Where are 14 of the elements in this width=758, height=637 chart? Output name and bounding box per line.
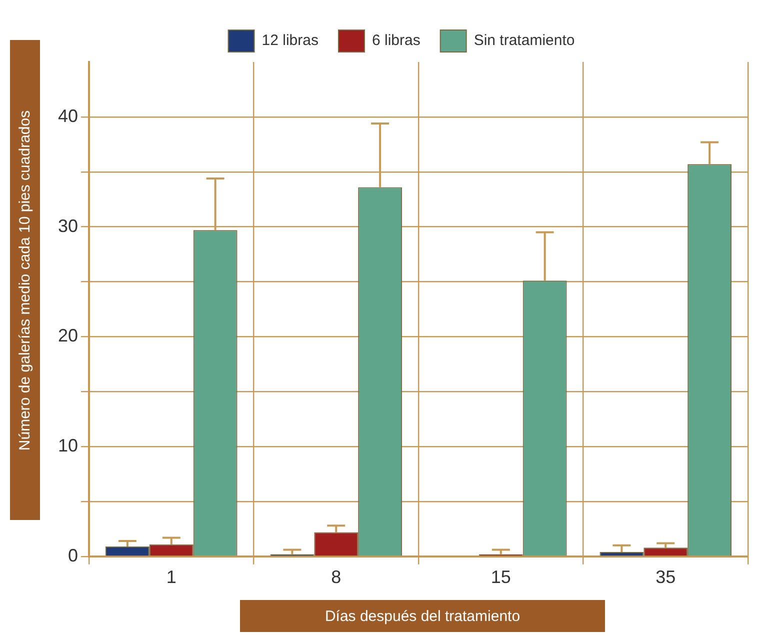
y-tick-label: 30: [58, 216, 78, 236]
x-axis-title: Días después del tratamiento: [240, 600, 605, 632]
y-tick-label: 40: [58, 106, 78, 126]
y-axis-title: Número de galerías medio cada 10 pies cuadrados: [16, 110, 34, 450]
y-tick-label: 10: [58, 436, 78, 456]
y-tick-label: 0: [68, 545, 78, 566]
x-tick-label: 15: [490, 567, 511, 588]
x-tick-label: 1: [166, 567, 176, 588]
x-tick-label: 8: [331, 567, 342, 588]
legend-label: 12 libras: [262, 32, 318, 50]
x-tick-label: 35: [656, 567, 676, 588]
legend-label: 6 libras: [372, 32, 420, 50]
legend-label: Sin tratamiento: [474, 32, 575, 50]
y-tick-label: 20: [58, 326, 78, 346]
